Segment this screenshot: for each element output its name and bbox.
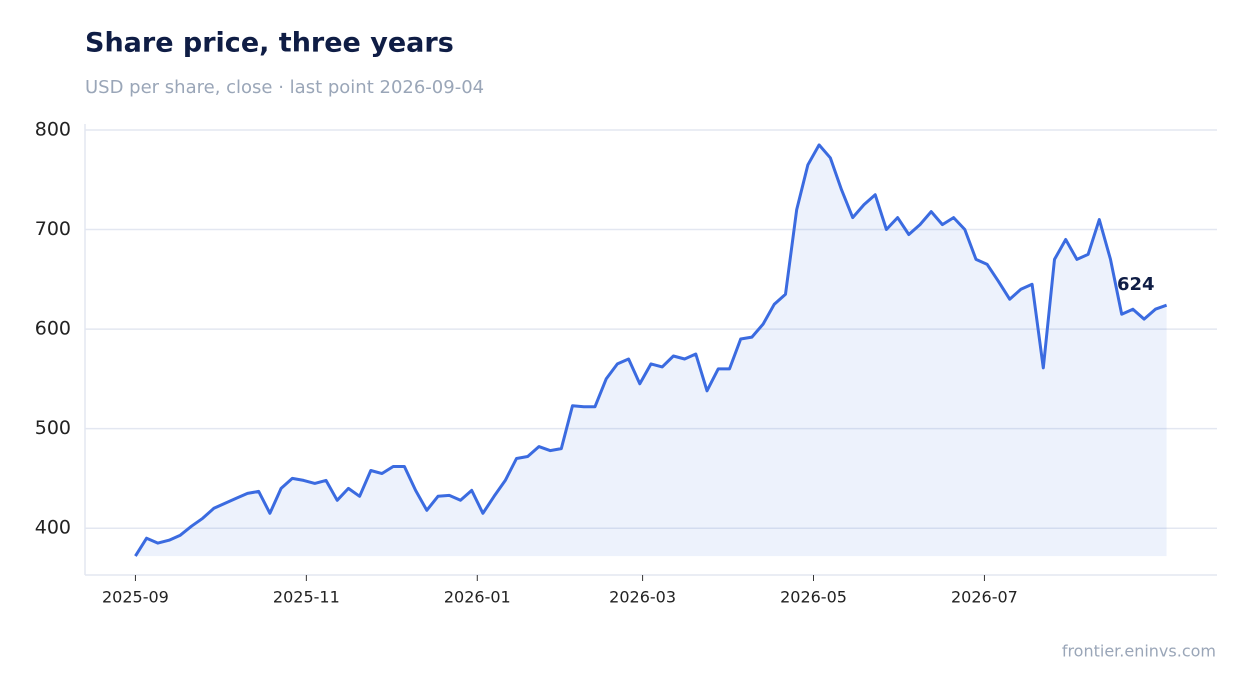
- area: [135, 144, 1167, 557]
- x-tick-label: 2025-11: [273, 588, 340, 607]
- source: frontier.eninvs.com: [1062, 642, 1216, 661]
- y-tick-label: 600: [35, 318, 71, 340]
- y-tick-label: 500: [35, 417, 71, 439]
- y-tick-label: 800: [35, 118, 71, 140]
- x-tick-label: 2026-05: [780, 588, 847, 607]
- end-label: 624: [1117, 274, 1155, 295]
- x-tick-label: 2025-09: [102, 588, 169, 607]
- x-tick-label: 2026-01: [444, 588, 511, 607]
- chart-title: Share price, three years: [85, 28, 454, 59]
- chart-subtitle: USD per share, close · last point 2026-0…: [85, 77, 484, 98]
- line: [134, 143, 1168, 557]
- y-tick-label: 700: [35, 218, 71, 240]
- x-tick-label: 2026-03: [609, 588, 676, 607]
- y-tick-label: 400: [35, 517, 71, 539]
- x-tick-label: 2026-07: [951, 588, 1018, 607]
